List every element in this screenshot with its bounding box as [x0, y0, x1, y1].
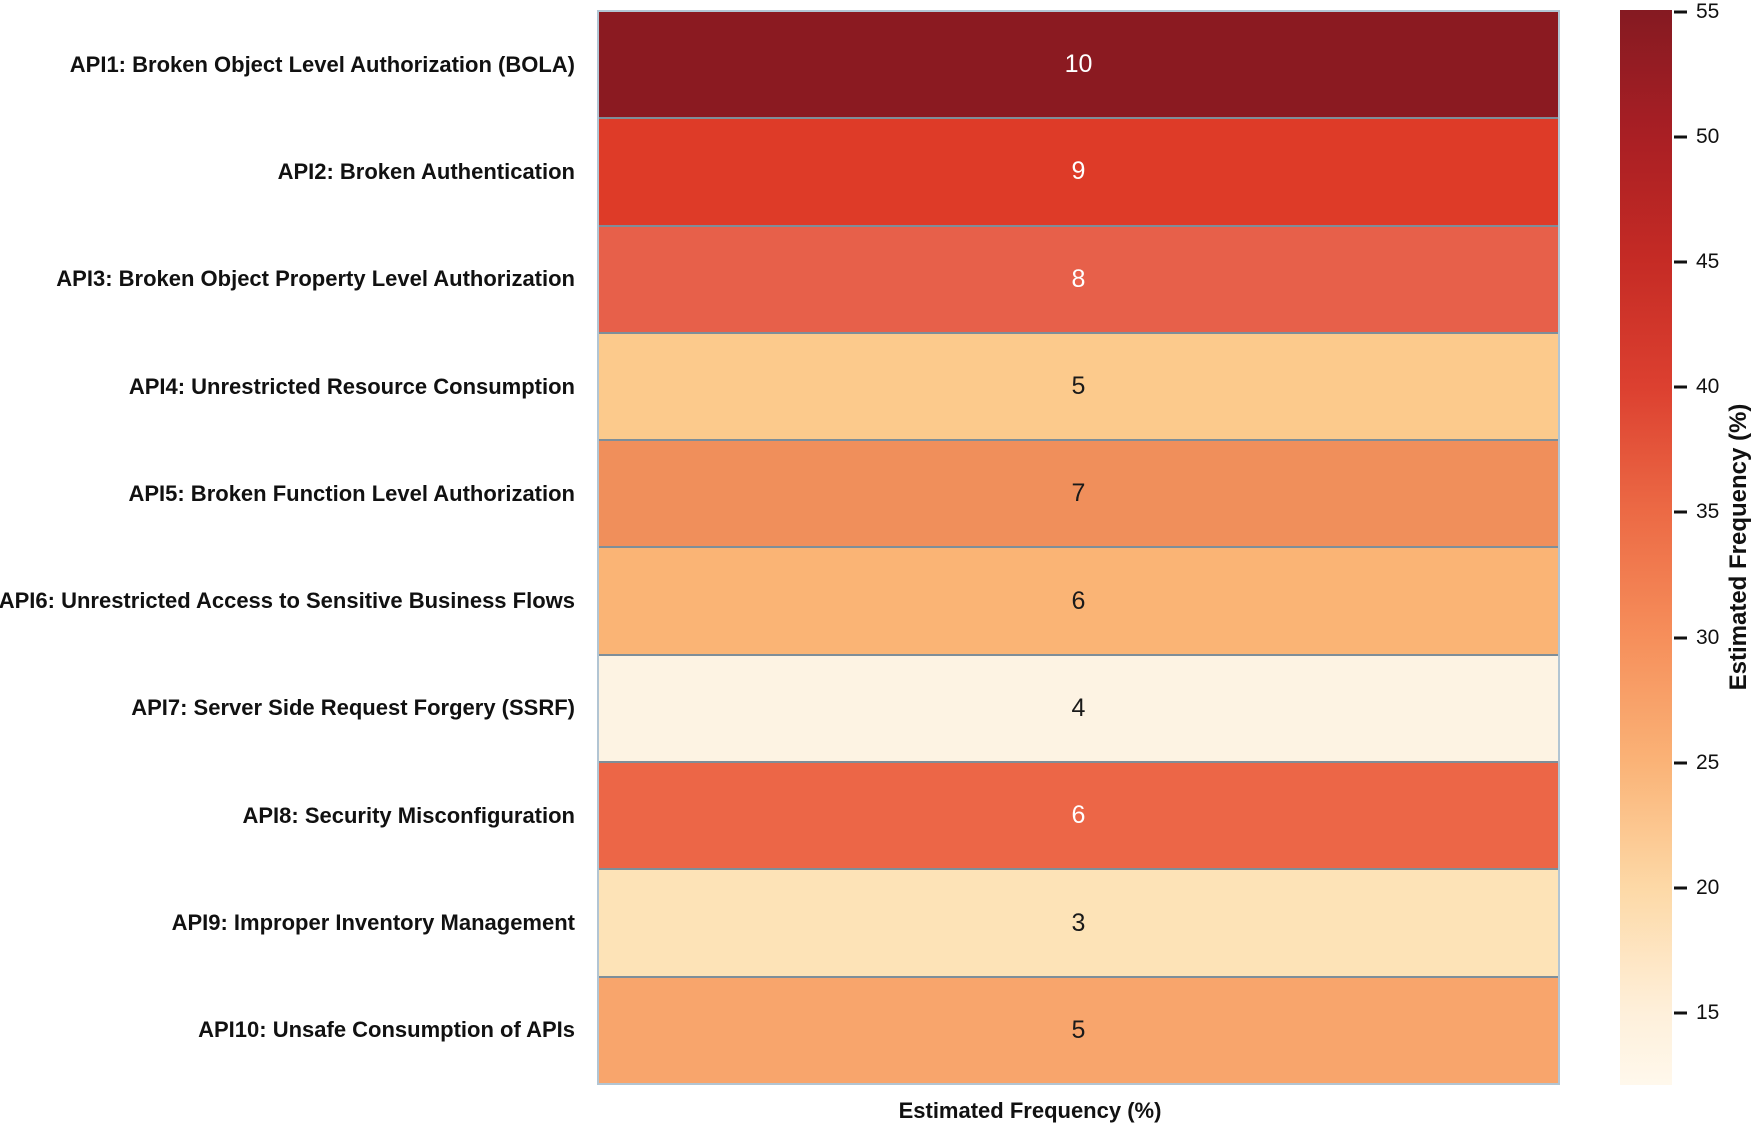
heatmap-cell: 10	[599, 12, 1558, 118]
colorbar-tick-label: 15	[1696, 1000, 1720, 1024]
row-label: API7: Server Side Request Forgery (SSRF)	[131, 695, 575, 721]
colorbar-tick-label: 25	[1696, 750, 1720, 774]
cell-value: 10	[1064, 50, 1093, 79]
row-label: API6: Unrestricted Access to Sensitive B…	[0, 588, 575, 614]
cell-value: 4	[1071, 693, 1086, 722]
colorbar-tick-mark	[1674, 385, 1687, 389]
cell-value: 5	[1071, 1015, 1086, 1044]
row-label: API5: Broken Function Level Authorizatio…	[128, 480, 575, 506]
colorbar-ticks: 55 50 45 40 35 30 25 20 15	[1672, 0, 1755, 1085]
heatmap-cell: 6	[599, 548, 1558, 654]
colorbar-tick-label: 50	[1696, 125, 1720, 149]
colorbar-tick-mark	[1674, 260, 1687, 264]
cell-value: 5	[1071, 372, 1086, 401]
colorbar	[1620, 10, 1672, 1085]
colorbar-tick-mark	[1674, 761, 1687, 765]
colorbar-tick-label: 30	[1696, 625, 1720, 649]
row-label: API3: Broken Object Property Level Autho…	[56, 266, 575, 292]
colorbar-tick-label: 20	[1696, 875, 1720, 899]
cell-value: 7	[1071, 479, 1086, 508]
colorbar-tick-mark	[1674, 10, 1687, 14]
row-label: API1: Broken Object Level Authorization …	[69, 51, 575, 77]
row-label: API4: Unrestricted Resource Consumption	[128, 373, 575, 399]
colorbar-tick-mark	[1674, 636, 1687, 640]
colorbar-tick-mark	[1674, 135, 1687, 139]
heatmap-grid: 10 9 8 5 7 6 4 6 3 5	[597, 10, 1560, 1085]
colorbar-tick-label: 45	[1696, 250, 1720, 274]
row-label: API2: Broken Authentication	[277, 158, 575, 184]
heatmap-cell: 3	[599, 870, 1558, 976]
colorbar-tick-label: 35	[1696, 500, 1720, 524]
cell-value: 6	[1071, 586, 1086, 615]
heatmap-cell: 4	[599, 655, 1558, 762]
colorbar-tick-mark	[1674, 886, 1687, 890]
heatmap-cell: 6	[599, 763, 1558, 869]
colorbar-tick-mark	[1674, 1011, 1687, 1015]
cell-value: 8	[1071, 264, 1086, 293]
colorbar-tick-label: 40	[1696, 375, 1720, 399]
heatmap-cell: 7	[599, 441, 1558, 547]
cell-value: 9	[1071, 157, 1086, 186]
cell-value: 3	[1071, 908, 1086, 937]
row-label: API8: Security Misconfiguration	[242, 802, 576, 828]
colorbar-label: Estimated Frequency (%)	[1725, 403, 1752, 691]
row-label: API10: Unsafe Consumption of APIs	[198, 1017, 575, 1043]
row-label-column: API1: Broken Object Level Authorization …	[0, 10, 575, 1085]
heatmap-cell: 8	[599, 226, 1558, 332]
heatmap-cell: 9	[599, 119, 1558, 225]
cell-value: 6	[1071, 801, 1086, 830]
colorbar-tick-mark	[1674, 510, 1687, 514]
heatmap-cell: 5	[599, 333, 1558, 440]
colorbar-tick-label: 55	[1696, 0, 1720, 23]
heatmap-cell: 5	[599, 977, 1558, 1083]
row-label: API9: Improper Inventory Management	[171, 910, 575, 936]
x-axis-label: Estimated Frequency (%)	[898, 1098, 1162, 1123]
